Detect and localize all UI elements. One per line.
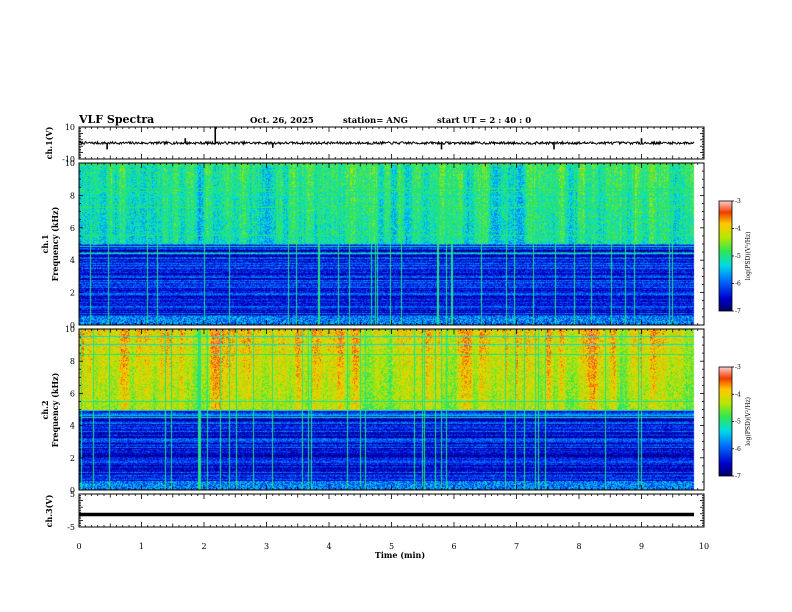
colorbar-tick-label: -7 [735,308,741,315]
colorbar-label: log(PSD)(V²/Hz) [745,397,752,446]
y-tick-label: 5 [70,490,75,499]
x-tick-label: 4 [326,542,331,551]
y-tick-label: 8 [70,357,75,366]
start-time-label: start UT = 2 : 40 : 0 [437,116,531,126]
colorbar-tick-label: -6 [735,446,741,453]
y-tick-label: 6 [70,389,75,398]
panel-frame [78,328,705,491]
ch1-waveform-panel: 10 -10 [62,123,705,164]
colorbar-tick-label: -6 [735,281,741,288]
x-axis-label: Time (min) [375,550,425,560]
ch1-spectrogram-ylabel: Frequency (kHz) [50,206,60,281]
colorbar-gradient [719,201,732,311]
panel-frame [78,493,705,528]
x-tick-label: 2 [201,542,206,551]
y-tick-label: 2 [70,454,75,463]
ch2-colorbar: -3 -4 -5 -6 -7 log(PSD)(V²/Hz) [718,364,752,480]
y-tick-label: 4 [70,256,75,265]
figure-title: VLF Spectra [78,113,154,126]
y-tick-label: 6 [70,224,75,233]
y-tick-label: 8 [70,191,75,200]
y-tick-label: 2 [70,289,75,298]
y-tick-label: 10 [65,123,75,132]
y-tick-label: 10 [65,325,75,334]
panel-frame [78,126,705,160]
colorbar-gradient [719,367,732,476]
x-tick-label: 0 [76,542,81,551]
x-tick-label: 5 [389,542,394,551]
ch1-waveform-ylabel: ch.1(V) [44,126,54,159]
colorbar-tick-label: -3 [735,364,741,371]
station-label: station= ANG [343,116,408,126]
colorbar-tick-label: -3 [735,198,741,205]
x-tick-label: 1 [139,542,144,551]
ch2-spectrogram-panel: 0 2 4 6 8 10 [65,325,705,495]
colorbar-tick-label: -4 [735,226,741,233]
ch3-waveform-ylabel: ch.3(V) [44,494,54,527]
x-tick-label: 3 [264,542,269,551]
x-tick-label: 6 [451,542,456,551]
ch1-spectrogram-channel-label: ch.1 [40,234,50,253]
x-tick-label: 9 [639,542,644,551]
x-axis-ticks: 0 1 2 3 4 5 6 7 8 9 10 [76,542,709,551]
y-tick-label: 0 [70,321,75,330]
y-tick-label: -5 [67,523,75,532]
ch3-waveform-panel: 5 -5 [67,490,705,532]
ch1-colorbar: -3 -4 -5 -6 -7 log(PSD)(V²/Hz) [718,198,752,315]
y-tick-label: 0 [70,486,75,495]
colorbar-tick-label: -5 [735,253,741,260]
x-tick-label: 10 [699,542,709,551]
ch2-spectrogram-channel-label: ch.2 [40,400,50,419]
colorbar-tick-label: -7 [735,473,741,480]
ch2-spectrogram-ylabel: Frequency (kHz) [50,372,60,447]
spectrogram-image [79,329,704,490]
spectrogram-image [79,163,704,325]
waveform-trace [78,140,695,147]
y-tick-label: 4 [70,422,75,431]
colorbar-tick-label: -4 [735,391,741,398]
x-tick-label: 7 [514,542,519,551]
x-tick-label: 8 [576,542,581,551]
date-label: Oct. 26, 2025 [250,116,314,126]
y-tick-label: -10 [62,155,75,164]
y-tick-label: 10 [65,159,75,168]
panel-frame [78,162,705,326]
ch1-spectrogram-panel: 0 2 4 6 8 10 [65,159,705,330]
colorbar-label: log(PSD)(V²/Hz) [745,232,752,281]
colorbar-tick-label: -5 [735,419,741,426]
